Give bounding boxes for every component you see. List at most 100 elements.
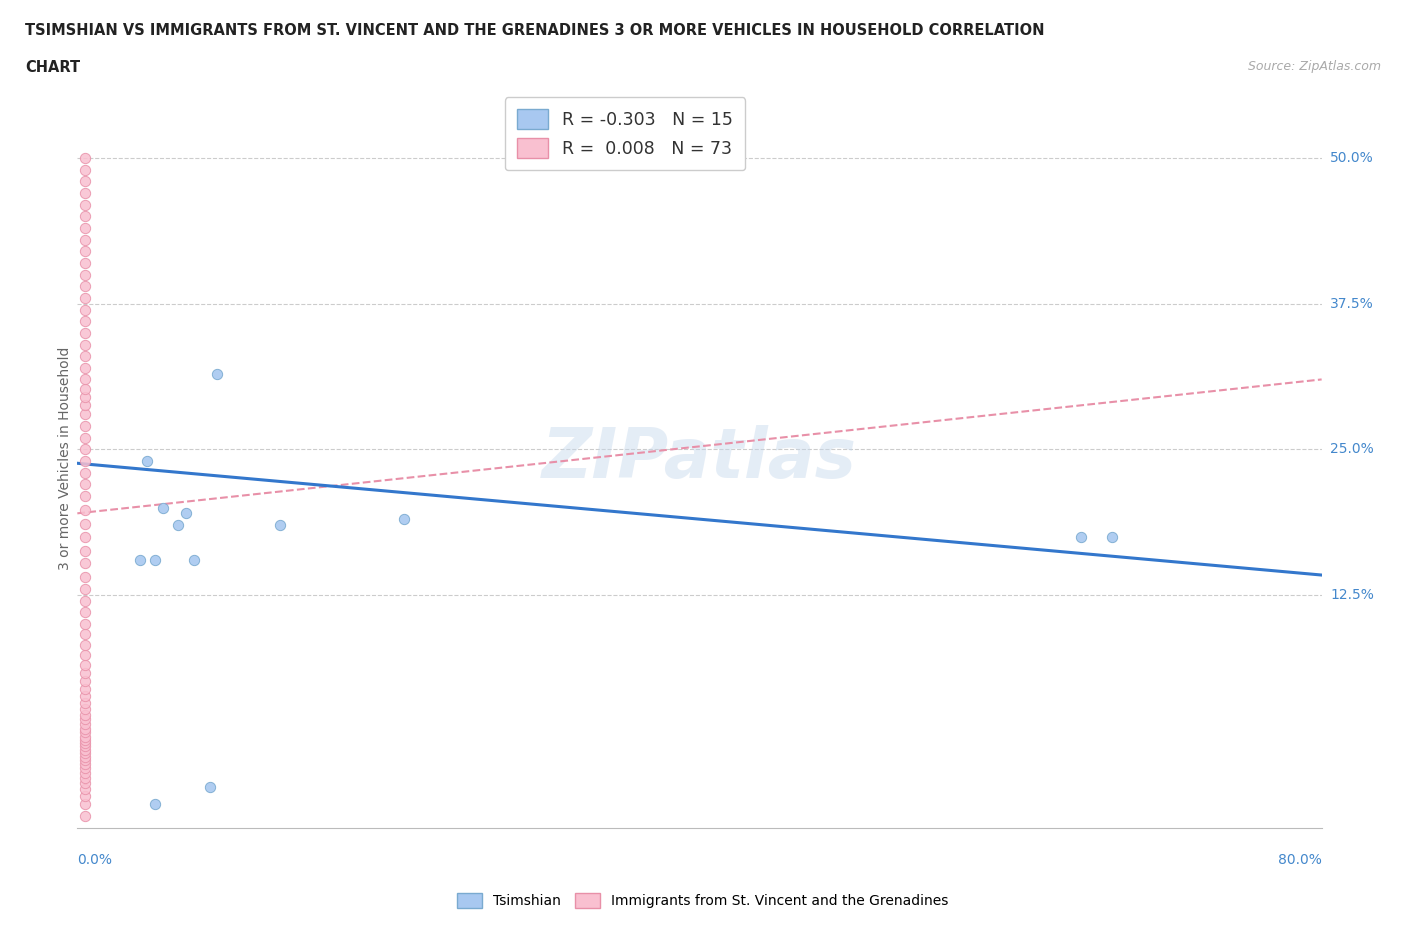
Point xyxy=(75,337,97,352)
Point xyxy=(75,593,97,608)
Point xyxy=(75,761,97,776)
Point xyxy=(183,552,205,567)
Point xyxy=(75,701,97,716)
Point xyxy=(75,477,97,492)
Point xyxy=(75,637,97,652)
Legend: Tsimshian, Immigrants from St. Vincent and the Grenadines: Tsimshian, Immigrants from St. Vincent a… xyxy=(451,888,955,914)
Point xyxy=(75,209,97,224)
Point xyxy=(75,770,97,785)
Point xyxy=(75,808,97,823)
Point xyxy=(75,543,97,558)
Point xyxy=(75,581,97,596)
Point xyxy=(75,516,97,531)
Point xyxy=(75,290,97,305)
Point xyxy=(75,442,97,457)
Point xyxy=(75,326,97,340)
Point xyxy=(75,738,97,753)
Point xyxy=(128,552,150,567)
Point xyxy=(75,696,97,711)
Point xyxy=(75,454,97,469)
Point xyxy=(75,232,97,247)
Point xyxy=(75,717,97,732)
Point xyxy=(75,313,97,328)
Point xyxy=(75,349,97,364)
Point xyxy=(75,556,97,571)
Point xyxy=(75,220,97,235)
Point xyxy=(75,244,97,259)
Point xyxy=(75,372,97,387)
Point xyxy=(75,733,97,748)
Point xyxy=(75,742,97,757)
Point xyxy=(75,267,97,282)
Text: 0.0%: 0.0% xyxy=(77,853,112,867)
Point xyxy=(174,506,197,521)
Point xyxy=(75,186,97,201)
Point xyxy=(75,782,97,797)
Text: CHART: CHART xyxy=(25,60,80,75)
Point xyxy=(75,302,97,317)
Point xyxy=(75,765,97,780)
Point xyxy=(75,797,97,812)
Point xyxy=(152,500,174,515)
Point xyxy=(75,712,97,727)
Point xyxy=(269,517,291,532)
Point xyxy=(75,729,97,744)
Point xyxy=(75,627,97,642)
Point xyxy=(75,665,97,680)
Point xyxy=(75,390,97,405)
Point xyxy=(75,174,97,189)
Point xyxy=(75,736,97,751)
Point xyxy=(75,658,97,672)
Point xyxy=(75,776,97,790)
Point xyxy=(75,604,97,619)
Point xyxy=(75,256,97,271)
Point xyxy=(75,381,97,396)
Text: TSIMSHIAN VS IMMIGRANTS FROM ST. VINCENT AND THE GRENADINES 3 OR MORE VEHICLES I: TSIMSHIAN VS IMMIGRANTS FROM ST. VINCENT… xyxy=(25,23,1045,38)
Point xyxy=(207,366,229,381)
Point xyxy=(75,163,97,178)
Text: Source: ZipAtlas.com: Source: ZipAtlas.com xyxy=(1247,60,1381,73)
Point xyxy=(75,529,97,544)
Point xyxy=(75,488,97,503)
Point xyxy=(75,746,97,761)
Legend: R = -0.303   N = 15, R =  0.008   N = 73: R = -0.303 N = 15, R = 0.008 N = 73 xyxy=(505,97,745,170)
Point xyxy=(75,752,97,767)
Point xyxy=(75,502,97,517)
Point xyxy=(75,407,97,422)
Point xyxy=(75,724,97,739)
Point xyxy=(75,279,97,294)
Point xyxy=(75,465,97,480)
Point xyxy=(143,552,166,567)
Text: 80.0%: 80.0% xyxy=(1278,853,1322,867)
Point xyxy=(75,360,97,375)
Point xyxy=(75,673,97,688)
Point xyxy=(1101,529,1123,544)
Point xyxy=(75,398,97,413)
Y-axis label: 3 or more Vehicles in Household: 3 or more Vehicles in Household xyxy=(58,346,72,570)
Point xyxy=(75,789,97,804)
Point xyxy=(75,418,97,433)
Point xyxy=(75,197,97,212)
Point xyxy=(75,617,97,631)
Text: 12.5%: 12.5% xyxy=(1330,588,1374,602)
Point xyxy=(75,648,97,663)
Point xyxy=(75,431,97,445)
Text: ZIPatlas: ZIPatlas xyxy=(541,424,858,492)
Point xyxy=(75,689,97,704)
Point xyxy=(1070,529,1092,544)
Point xyxy=(75,708,97,723)
Point xyxy=(75,750,97,764)
Point xyxy=(75,722,97,737)
Text: 25.0%: 25.0% xyxy=(1330,443,1374,457)
Text: 37.5%: 37.5% xyxy=(1330,297,1374,311)
Point xyxy=(75,682,97,697)
Point xyxy=(75,570,97,585)
Point xyxy=(143,797,166,812)
Point xyxy=(167,517,190,532)
Point xyxy=(198,779,221,794)
Point xyxy=(75,151,97,166)
Point xyxy=(392,512,415,526)
Point xyxy=(136,454,159,469)
Text: 50.0%: 50.0% xyxy=(1330,152,1374,166)
Point xyxy=(75,756,97,771)
